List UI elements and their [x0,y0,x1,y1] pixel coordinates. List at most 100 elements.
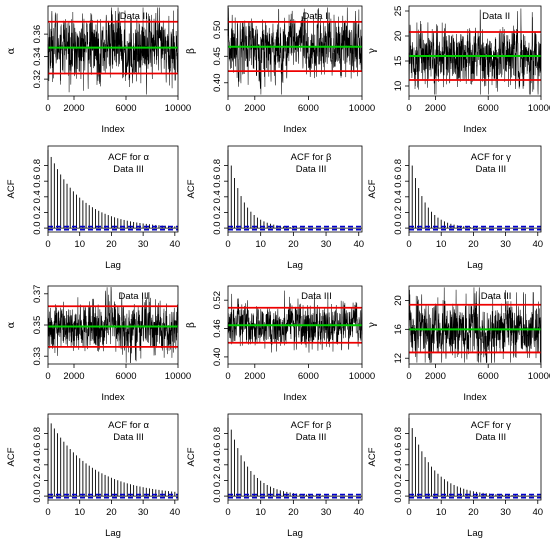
panel-3: Data II γ 0 2000 6000 10000 10 15 20 25 Index [367,5,550,135]
x-tick-label: 6000 [298,103,319,114]
y-tick-label: 0.6 [212,175,223,188]
x-tick-label: 20 [468,239,479,250]
panel-title: ACF for α [108,420,149,431]
y-axis-label: β [186,322,197,328]
panel-title: ACF for α [108,152,149,163]
y-tick-label: 0.6 [393,443,404,456]
y-axis-label: ACF [186,179,197,198]
y-tick-label: 0.32 [32,70,43,89]
x-tick-label: 6000 [478,103,499,114]
y-tick-label: 20 [393,295,404,306]
x-tick-label: 40 [170,239,181,250]
plot-frame [408,413,542,501]
x-axis-label: Index [283,392,306,403]
x-tick-label: 30 [500,239,511,250]
y-tick-label: 0.6 [32,175,43,188]
x-tick-label: 40 [353,239,364,250]
x-tick-label: 2000 [244,103,265,114]
plot-frame [227,285,363,365]
panel-2: Data II β 0 2000 6000 10000 0.40 0.45 0.50 Index [186,5,375,135]
x-tick-label: 0 [406,239,411,250]
y-tick-label: 0.34 [32,47,43,66]
x-tick-label: 0 [225,371,230,382]
x-tick-label: 0 [225,239,230,250]
y-axis-label: γ [367,48,378,54]
y-axis-label: ACF [6,179,17,198]
y-tick-label: 10 [393,81,404,92]
x-tick-label: 40 [353,507,364,518]
panel-subtitle: Data III [296,432,327,443]
x-tick-label: 2000 [63,371,84,382]
y-tick-label: 0.8 [32,427,43,440]
x-tick-label: 0 [406,507,411,518]
x-tick-label: 30 [321,239,332,250]
plot-frame [47,5,179,97]
y-tick-label: 0.52 [212,291,223,310]
y-tick-label: 0.4 [393,458,404,471]
panel-title: ACF for β [291,152,332,163]
x-axis-label: Lag [105,260,121,271]
y-tick-label: 0.2 [393,206,404,219]
y-tick-label: 0.2 [212,206,223,219]
x-tick-label: 0 [45,371,50,382]
x-tick-label: 10000 [528,371,550,382]
y-tick-label: 0.8 [212,427,223,440]
x-tick-label: 10 [74,507,85,518]
x-tick-label: 20 [106,239,117,250]
panel-title: Data II [120,11,148,22]
trace-series [408,287,542,363]
x-tick-label: 20 [468,507,479,518]
y-axis-label: ACF [367,447,378,466]
x-tick-label: 6000 [115,103,136,114]
y-tick-label: 0.4 [32,458,43,471]
x-axis-label: Lag [105,528,121,539]
x-tick-label: 30 [138,507,149,518]
x-tick-label: 0 [406,103,411,114]
panel-title: Data III [481,291,512,302]
y-tick-label: 20 [393,31,404,42]
y-axis-label: ACF [6,447,17,466]
y-tick-label: 0.0 [32,489,43,502]
panel-8: Data III β 0 2000 6000 10000 0.40 0.46 0.52 Index [186,285,375,403]
panel-title: Data III [301,291,332,302]
panel-subtitle: Data III [476,164,507,175]
x-tick-label: 10000 [165,103,191,114]
y-tick-label: 0.45 [212,47,223,65]
plot-frame [47,145,179,233]
x-tick-label: 6000 [298,371,319,382]
panel-title: Data II [302,11,330,22]
y-tick-label: 12 [393,353,404,364]
y-tick-label: 0.4 [32,190,43,203]
x-tick-label: 30 [138,239,149,250]
y-axis-label: α [6,47,17,54]
x-axis-label: Index [463,392,486,403]
panel-subtitle: Data III [113,164,144,175]
panel-title: Data II [482,11,510,22]
x-tick-label: 20 [288,507,299,518]
y-tick-label: 0.8 [393,427,404,440]
y-tick-label: 0.8 [212,159,223,172]
panel-subtitle: Data III [113,432,144,443]
x-tick-label: 30 [321,507,332,518]
plot-frame [408,145,542,233]
x-tick-label: 10000 [349,103,375,114]
trace-series [408,8,542,95]
plot-frame [408,285,542,365]
x-tick-label: 2000 [425,103,446,114]
y-tick-label: 0.40 [212,74,223,93]
y-tick-label: 0.0 [393,489,404,502]
x-axis-label: Lag [287,528,303,539]
y-tick-label: 25 [393,6,404,17]
panel-1: Data II α 0 2000 6000 10000 0.32 0.34 0.36 Index [6,5,191,135]
x-tick-label: 20 [288,239,299,250]
plot-frame [227,413,363,501]
panel-title: Data III [118,291,149,302]
x-tick-label: 40 [532,239,543,250]
x-tick-label: 0 [225,103,230,114]
x-tick-label: 20 [106,507,117,518]
x-axis-label: Index [101,392,124,403]
y-tick-label: 0.46 [212,319,223,338]
x-tick-label: 0 [45,239,50,250]
